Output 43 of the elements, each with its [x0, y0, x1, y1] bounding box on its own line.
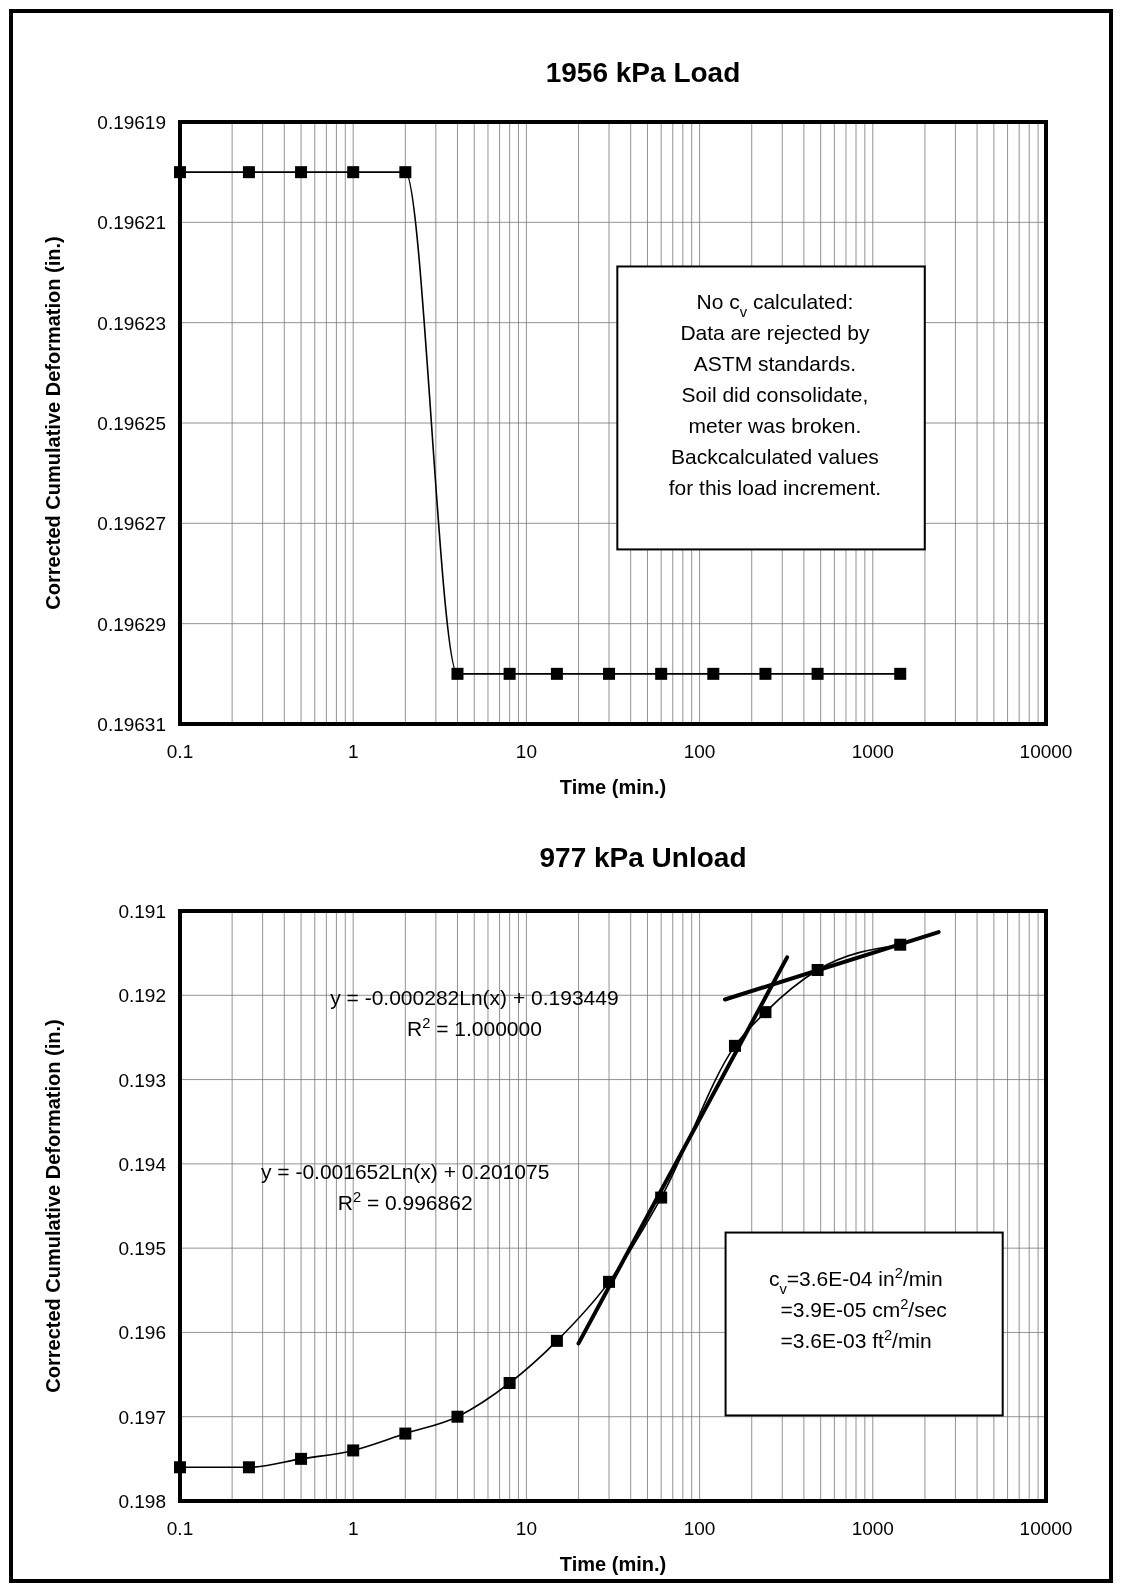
y-tick-label: 0.193 [118, 1069, 166, 1091]
y-tick-label: 0.19625 [97, 413, 166, 434]
x-tick-label: 0.1 [166, 741, 194, 762]
x-tick-label: 100 [683, 1518, 716, 1539]
x-tick-label: 10 [515, 1518, 537, 1539]
x-tick-label: 1000 [851, 1518, 894, 1539]
annotation: y = -0.001652Ln(x) + 0.201075 R$^{2}$ = 0.996862 [260, 1160, 550, 1215]
y-tick-label: 0.19623 [97, 312, 166, 334]
y-tick-label: 0.19627 [97, 513, 166, 535]
chart-title: 977 kPa Unload [539, 842, 747, 873]
y-tick-label: 0.198 [118, 1491, 166, 1512]
x-tick-label: 0.1 [166, 1518, 194, 1539]
y-tick-label: 0.19631 [97, 714, 166, 735]
x-axis-title: Time (min.) [559, 1553, 667, 1575]
y-tick-label: 0.19621 [97, 212, 166, 234]
y-tick-label: 0.191 [118, 901, 166, 922]
text: No c$_{v}$ calculated: Data are rejected by ASTM standards. Soil did consolidate, meter was broken. Backcalculated values for this load increment. [668, 289, 882, 499]
y-tick-label: 0.19619 [97, 112, 166, 133]
point [347, 1444, 360, 1457]
y-axis-title: Corrected Cumulative Deformation (in.) [42, 236, 64, 610]
x-axis-title: Time (min.) [559, 776, 667, 798]
x-tick-label: 10000 [1019, 741, 1073, 762]
y-tick-label: 0.194 [118, 1153, 167, 1175]
text: c$_{v}$=3.6E-04 in$^{2}$/min =3.9E-05 cm$^{2}$/sec =3.6E-03 ft$^{2}$/min [768, 1264, 947, 1352]
chart-title: 1956 kPa Load [545, 57, 741, 88]
x-tick-label: 1 [347, 741, 359, 762]
point [242, 1461, 255, 1474]
point [451, 1410, 464, 1423]
y-axis-title: Corrected Cumulative Deformation (in.) [42, 1019, 64, 1393]
point [399, 1427, 412, 1440]
x-tick-label: 1000 [851, 741, 894, 762]
y-tick-label: 0.192 [118, 985, 166, 1007]
x-tick-label: 100 [683, 741, 716, 762]
x-tick-label: 10000 [1019, 1518, 1073, 1539]
annotation: y = -0.000282Ln(x) + 0.193449 R$^{2}$ = 1.000000 [330, 986, 619, 1041]
y-tick-label: 0.195 [118, 1238, 166, 1260]
y-tick-label: 0.197 [118, 1406, 166, 1428]
point [503, 1377, 516, 1389]
x-tick-label: 1 [347, 1518, 359, 1539]
y-tick-label: 0.19629 [97, 613, 166, 635]
y-tick-label: 0.196 [118, 1322, 166, 1344]
point [295, 1452, 308, 1465]
x-tick-label: 10 [515, 741, 537, 762]
